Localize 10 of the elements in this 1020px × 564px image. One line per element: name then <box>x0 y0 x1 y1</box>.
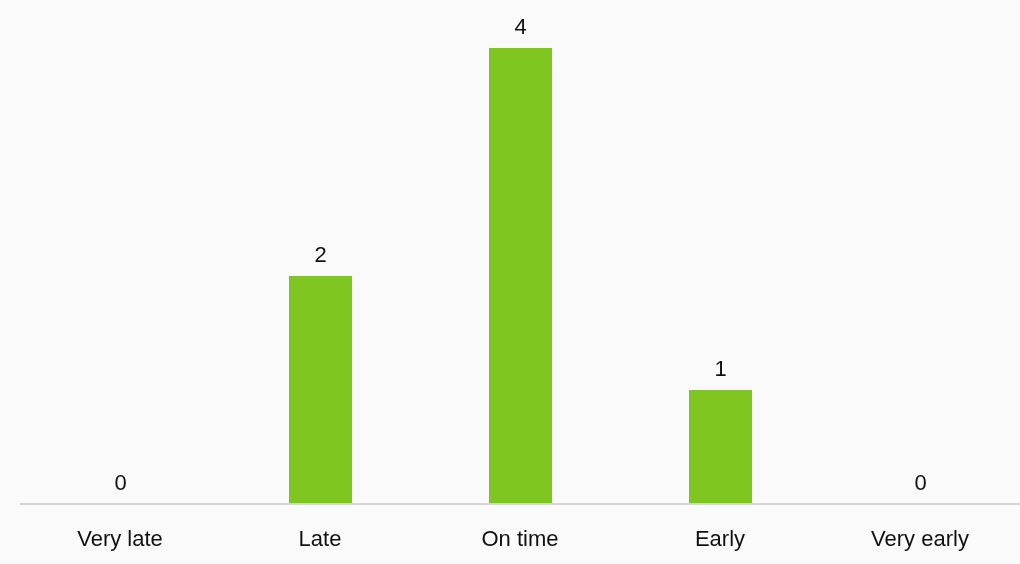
data-label: 1 <box>714 356 727 381</box>
data-label: 2 <box>314 242 327 267</box>
data-label: 0 <box>114 470 127 495</box>
x-tick-label: Late <box>298 525 342 551</box>
x-tick-label: Very early <box>871 525 969 551</box>
x-tick-label: Very late <box>77 525 163 551</box>
data-label: 4 <box>514 14 527 39</box>
x-tick-label: Early <box>694 525 746 551</box>
data-label: 0 <box>914 470 927 495</box>
x-tick-label: On time <box>481 525 559 551</box>
